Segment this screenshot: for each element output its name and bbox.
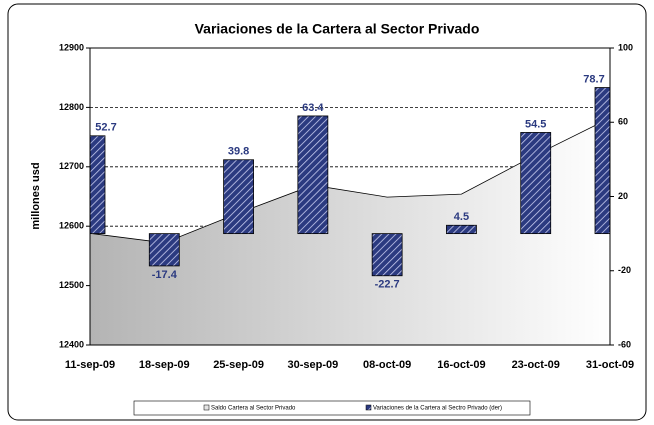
y2-tick-label: -20 — [618, 265, 631, 275]
chart-title: Variaciones de la Cartera al Sector Priv… — [195, 21, 480, 37]
bar — [594, 87, 610, 235]
x-tick-label: 31-oct-09 — [586, 359, 634, 371]
legend-swatch — [203, 404, 210, 411]
x-tick-label: 25-sep-09 — [213, 359, 264, 371]
x-tick-label: 16-oct-09 — [437, 359, 485, 371]
data-label: 4.5 — [454, 211, 469, 223]
y2-tick-label: -60 — [618, 339, 631, 349]
bar — [90, 135, 106, 235]
bar — [148, 233, 180, 267]
y-tick-label: 12800 — [59, 102, 84, 112]
data-label: 78.7 — [583, 73, 604, 85]
bar — [520, 132, 552, 235]
data-label: 63.4 — [302, 102, 324, 114]
data-label: 54.5 — [525, 118, 546, 130]
y2-tick-label: 60 — [618, 117, 628, 127]
y-tick-label: 12900 — [59, 42, 84, 52]
y-tick-label: 12700 — [59, 161, 84, 171]
y2-tick-label: 100 — [618, 42, 633, 52]
data-label: 52.7 — [95, 122, 116, 134]
bar — [223, 159, 254, 235]
y-axis-label: millones usd — [30, 162, 42, 229]
legend-box — [133, 400, 531, 416]
x-tick-label: 08-oct-09 — [363, 359, 411, 371]
x-tick-label: 23-oct-09 — [512, 359, 560, 371]
legend-label: Saldo Cartera al Sector Privado — [211, 406, 296, 412]
y-tick-label: 12400 — [59, 339, 84, 349]
y2-tick-label: 20 — [618, 191, 628, 201]
y-tick-label: 12600 — [59, 221, 84, 231]
data-label: -17.4 — [152, 269, 178, 281]
data-label: -22.7 — [375, 279, 400, 291]
legend-label: Variaciones de la Cartera al Sectro Priv… — [373, 406, 502, 412]
x-tick-label: 11-sep-09 — [65, 359, 115, 371]
y-tick-label: 12500 — [59, 280, 84, 290]
bars — [90, 87, 610, 277]
x-tick-label: 18-sep-09 — [139, 359, 190, 371]
legend-swatch — [365, 404, 372, 411]
plot-border — [89, 47, 611, 346]
bar — [371, 233, 403, 277]
bar — [446, 224, 477, 235]
x-tick-label: 30-sep-09 — [287, 359, 338, 371]
data-label: 39.8 — [228, 146, 249, 158]
area — [90, 118, 610, 345]
bar — [297, 115, 329, 235]
